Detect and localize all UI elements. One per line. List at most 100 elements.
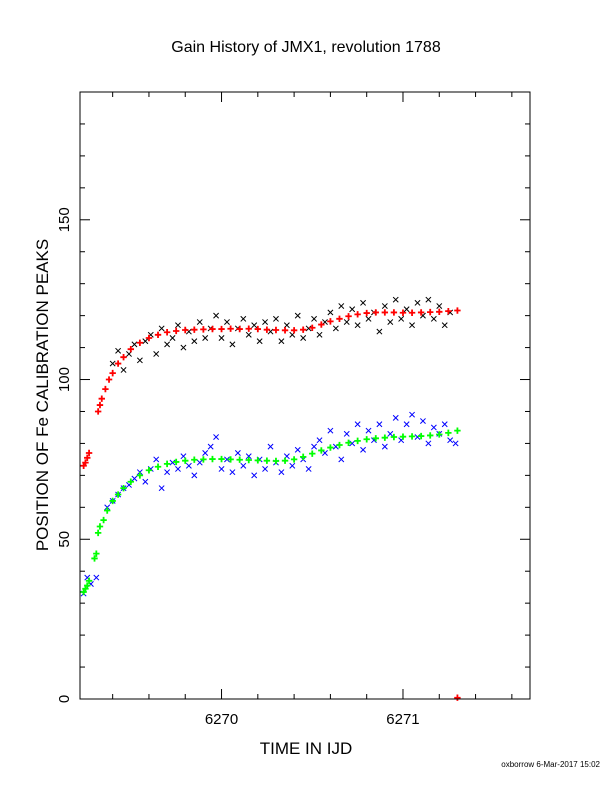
data-point	[105, 376, 113, 383]
data-point	[278, 338, 285, 345]
data-point	[120, 366, 127, 373]
data-point	[408, 309, 416, 316]
x-tick-label: 6270	[205, 711, 238, 728]
data-point	[109, 369, 116, 377]
data-point	[262, 466, 269, 472]
data-point	[327, 444, 334, 451]
data-point	[425, 440, 432, 447]
data-point	[94, 529, 102, 537]
data-point	[182, 326, 189, 334]
data-point	[289, 462, 296, 469]
data-point	[164, 341, 171, 348]
data-point	[218, 325, 225, 333]
data-point	[245, 453, 252, 460]
data-point	[408, 433, 416, 440]
data-point	[403, 421, 410, 428]
data-point	[158, 325, 165, 332]
data-point	[425, 296, 432, 303]
data-point	[290, 456, 298, 463]
data-point	[127, 478, 135, 485]
data-point	[332, 325, 339, 332]
y-axis-title: POSITION OF Fe CALIBRATION PEAKS	[33, 239, 52, 551]
data-point	[96, 523, 104, 530]
data-point	[175, 466, 181, 472]
data-point	[447, 437, 454, 444]
data-point	[245, 325, 252, 332]
series-1	[109, 296, 454, 373]
data-point	[354, 322, 361, 329]
data-point	[409, 411, 416, 418]
data-point	[154, 463, 162, 470]
data-point	[441, 421, 448, 428]
data-point	[311, 315, 318, 322]
data-point	[363, 309, 370, 317]
data-point	[430, 315, 437, 322]
data-point	[414, 299, 421, 306]
data-point	[114, 491, 122, 498]
data-point	[98, 395, 105, 402]
data-point	[387, 430, 394, 437]
data-point	[365, 427, 372, 434]
data-point	[376, 328, 383, 335]
data-point	[109, 360, 116, 367]
data-point	[372, 309, 379, 316]
data-point	[417, 432, 425, 440]
data-point	[196, 459, 203, 466]
data-point	[336, 315, 343, 323]
data-point	[96, 401, 104, 409]
plot-frame	[79, 91, 531, 700]
data-point	[236, 325, 243, 333]
data-point	[354, 437, 361, 445]
data-point	[218, 466, 225, 472]
data-point	[202, 335, 209, 341]
data-point	[200, 326, 207, 333]
data-point	[290, 327, 298, 334]
data-point	[153, 351, 160, 357]
data-point	[343, 430, 350, 437]
data-point	[281, 457, 289, 464]
data-point	[142, 478, 149, 485]
data-point	[363, 436, 370, 443]
data-point	[316, 331, 323, 338]
data-point	[263, 457, 271, 464]
data-point	[102, 385, 109, 393]
data-point	[202, 450, 209, 456]
data-point	[136, 472, 144, 479]
data-point	[354, 421, 361, 428]
data-point	[309, 324, 316, 331]
data-point	[272, 326, 280, 334]
data-point	[345, 313, 352, 320]
data-point	[209, 325, 216, 333]
data-point	[278, 469, 285, 476]
data-point	[327, 309, 334, 316]
data-point	[142, 338, 149, 345]
data-point	[345, 439, 352, 446]
data-point	[445, 307, 452, 315]
data-point	[209, 455, 216, 463]
data-point	[272, 457, 280, 465]
data-point	[254, 325, 262, 333]
data-point	[381, 434, 389, 441]
data-point	[82, 459, 89, 466]
data-point	[262, 319, 269, 325]
data-point	[436, 303, 443, 310]
data-point	[427, 432, 434, 439]
data-point	[305, 466, 312, 472]
data-point	[84, 582, 91, 589]
series-2	[80, 307, 461, 701]
data-point	[218, 455, 225, 463]
data-point	[91, 555, 98, 562]
chart-title: Gain History of JMX1, revolution 1788	[171, 39, 441, 56]
data-point	[163, 329, 171, 336]
data-point	[390, 309, 398, 316]
data-point	[338, 456, 345, 463]
data-point	[336, 441, 343, 449]
data-point	[185, 462, 192, 469]
data-point	[387, 319, 394, 325]
data-point	[245, 456, 252, 464]
data-point	[381, 303, 388, 310]
data-point	[180, 344, 187, 351]
data-point	[309, 450, 316, 457]
data-point	[267, 443, 274, 450]
data-point	[283, 322, 290, 329]
